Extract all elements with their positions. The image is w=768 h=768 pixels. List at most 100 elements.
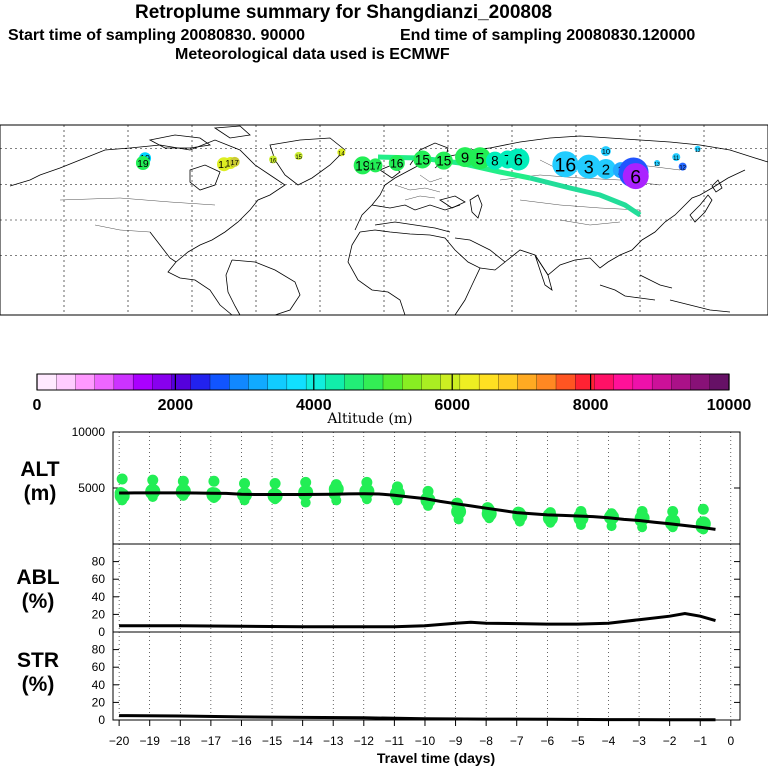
plume-point bbox=[678, 162, 687, 171]
plume-point-label: 3 bbox=[584, 157, 594, 177]
abl-mean-line bbox=[119, 611, 716, 629]
japan-coast bbox=[689, 179, 723, 223]
plume-point bbox=[434, 151, 453, 170]
colorbar-cell bbox=[229, 373, 249, 391]
plume-point-label: 14 bbox=[338, 151, 345, 157]
x-tick-label: −8 bbox=[479, 734, 493, 748]
colorbar-cell bbox=[209, 373, 230, 391]
alt-scatter-point bbox=[697, 503, 709, 515]
colorbar-cell bbox=[94, 373, 115, 391]
str-ytick-label: 0 bbox=[98, 713, 105, 727]
abl-label: ABL bbox=[16, 566, 59, 589]
plume-point bbox=[654, 160, 661, 166]
plume-point-label: 16 bbox=[270, 158, 277, 164]
str-panel: 80 60 40 20 0 STR (%) bbox=[17, 631, 741, 727]
alt-ytick-label: 5000 bbox=[78, 481, 105, 495]
plume-point bbox=[600, 146, 611, 157]
plume-point bbox=[337, 148, 346, 157]
colorbar-cell bbox=[440, 373, 461, 391]
colorbar-cell bbox=[594, 373, 615, 391]
mediterranean bbox=[374, 221, 451, 233]
alt-scatter-point bbox=[575, 519, 586, 530]
x-tick-label: −6 bbox=[540, 734, 554, 748]
black-sea bbox=[439, 195, 466, 209]
colorbar-cell bbox=[498, 373, 519, 391]
abl-ytick-label: 40 bbox=[92, 590, 106, 604]
colorbar-tick-label: 0 bbox=[33, 397, 42, 414]
x-tick-label: −15 bbox=[262, 734, 283, 748]
colorbar-cell bbox=[132, 373, 153, 391]
plume-point-label: 16 bbox=[554, 154, 576, 176]
colorbar-cell bbox=[267, 373, 288, 391]
alt-mean-line bbox=[119, 491, 716, 531]
plume-point-label: 13 bbox=[654, 162, 660, 168]
north-america-coast bbox=[9, 139, 286, 316]
colorbar-cell bbox=[536, 373, 557, 391]
x-tick-label: −17 bbox=[201, 734, 222, 748]
plume-point bbox=[413, 150, 432, 169]
colorbar-cell bbox=[190, 373, 211, 391]
colorbar-cell bbox=[325, 373, 346, 391]
plume-point-label: 9 bbox=[461, 150, 469, 167]
colorbar-cell bbox=[709, 373, 730, 391]
plume-point bbox=[507, 148, 530, 171]
plume-point bbox=[469, 147, 491, 170]
x-tick-label: −20 bbox=[109, 734, 130, 748]
chart-title: Retroplume summary for Shangdianzi_20080… bbox=[135, 2, 553, 23]
borders-europe bbox=[394, 174, 443, 201]
colorbar-cells bbox=[36, 373, 730, 391]
greenland-coast bbox=[269, 137, 346, 186]
end-time-label: End time of sampling 20080830.120000 bbox=[400, 27, 696, 44]
x-axis-title: Travel time (days) bbox=[377, 750, 495, 766]
plume-point-label: 6 bbox=[630, 166, 641, 188]
colorbar-cell bbox=[671, 373, 692, 391]
x-tick-label: −11 bbox=[385, 734, 405, 748]
str-ytick-label: 40 bbox=[92, 678, 106, 692]
alt-scatter-point bbox=[177, 475, 189, 487]
colorbar-cell bbox=[555, 373, 576, 391]
colorbar-title: Altitude (m) bbox=[326, 411, 412, 427]
hudson-bay bbox=[189, 164, 221, 191]
asia-south-coast bbox=[504, 169, 746, 276]
south-america-coast bbox=[225, 259, 301, 316]
africa-coast bbox=[347, 229, 481, 316]
plume-point bbox=[229, 156, 240, 167]
x-tick-label: −2 bbox=[663, 734, 677, 748]
colorbar-ticks: 0 2000 4000 6000 8000 10000 bbox=[33, 374, 751, 414]
header: Retroplume summary for Shangdianzi_20080… bbox=[0, 0, 768, 70]
x-tick-label: −12 bbox=[354, 734, 375, 748]
colorbar-cell bbox=[690, 373, 711, 391]
plume-point-label: 16 bbox=[390, 156, 404, 170]
abl-unit: (%) bbox=[22, 590, 55, 613]
abl-ytick-label: 0 bbox=[98, 625, 105, 639]
str-label: STR bbox=[17, 649, 59, 672]
plume-point bbox=[294, 151, 303, 160]
plume-point bbox=[595, 158, 616, 179]
abl-panel: 80 60 40 20 0 ABL (%) bbox=[16, 543, 741, 639]
colorbar-cell bbox=[651, 373, 672, 391]
borders-asia bbox=[499, 159, 681, 226]
colorbar-cell bbox=[75, 373, 96, 391]
borders-americas bbox=[59, 197, 216, 233]
alt-scatter-point bbox=[208, 475, 220, 487]
alt-scatter-point bbox=[667, 506, 679, 518]
start-time-label: Start time of sampling 20080830. 90000 bbox=[8, 27, 306, 44]
plume-point-label: 17 bbox=[230, 158, 238, 167]
str-frame bbox=[112, 631, 741, 721]
trail-line-east bbox=[529, 175, 642, 218]
colorbar-cell bbox=[248, 373, 269, 391]
colorbar-cell bbox=[459, 373, 480, 391]
plume-point-label: 5 bbox=[475, 150, 484, 168]
colorbar-cell bbox=[632, 373, 653, 391]
plume-point bbox=[135, 156, 150, 170]
plume-point bbox=[269, 155, 278, 164]
plume-point-label: 19 bbox=[218, 159, 230, 171]
colorbar-cell bbox=[517, 373, 538, 391]
plume-points: 1919191817161514191716151595876163210610… bbox=[135, 145, 701, 190]
colorbar-cell bbox=[113, 373, 134, 391]
plume-point bbox=[576, 154, 601, 179]
abl-ytick-label: 20 bbox=[92, 607, 106, 621]
plume-point bbox=[694, 145, 701, 152]
abl-ytick-label: 60 bbox=[92, 572, 106, 586]
